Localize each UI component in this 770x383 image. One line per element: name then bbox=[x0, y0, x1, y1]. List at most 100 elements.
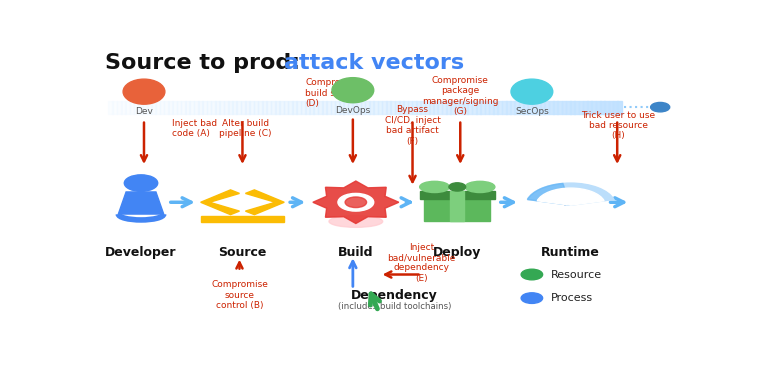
Bar bbox=[310, 100, 314, 114]
Bar bbox=[326, 100, 331, 114]
Bar bbox=[292, 100, 297, 114]
Bar bbox=[399, 100, 404, 114]
Bar bbox=[583, 100, 588, 114]
Bar bbox=[425, 100, 430, 114]
Bar bbox=[493, 100, 498, 114]
Bar bbox=[339, 100, 344, 114]
Bar bbox=[348, 100, 353, 114]
Bar bbox=[476, 100, 480, 114]
Ellipse shape bbox=[420, 181, 450, 193]
Bar bbox=[198, 100, 203, 114]
Bar bbox=[536, 100, 541, 114]
Bar bbox=[596, 100, 601, 114]
Bar bbox=[121, 100, 126, 114]
Bar bbox=[228, 100, 233, 114]
Bar bbox=[112, 100, 117, 114]
Bar bbox=[357, 100, 361, 114]
Bar bbox=[511, 100, 515, 114]
Bar bbox=[531, 100, 537, 114]
Bar bbox=[467, 100, 472, 114]
Bar bbox=[574, 100, 579, 114]
Bar bbox=[553, 100, 557, 114]
Bar bbox=[369, 100, 374, 114]
Bar bbox=[159, 100, 164, 114]
Bar bbox=[472, 100, 477, 114]
Bar bbox=[203, 100, 207, 114]
Circle shape bbox=[449, 183, 466, 191]
Bar bbox=[318, 100, 323, 114]
Text: (includes build toolchains): (includes build toolchains) bbox=[338, 301, 451, 311]
Bar bbox=[146, 100, 152, 114]
Text: Alter build
pipeline (C): Alter build pipeline (C) bbox=[219, 119, 272, 138]
Text: Compromise
build system
(D): Compromise build system (D) bbox=[305, 78, 363, 108]
Ellipse shape bbox=[465, 181, 495, 193]
Bar bbox=[450, 100, 455, 114]
Bar bbox=[322, 100, 327, 114]
Bar bbox=[617, 100, 622, 114]
Bar bbox=[489, 100, 494, 114]
Bar bbox=[305, 100, 310, 114]
Bar bbox=[206, 100, 212, 114]
Bar bbox=[424, 199, 490, 221]
Bar bbox=[313, 100, 318, 114]
Bar bbox=[172, 100, 177, 114]
Bar bbox=[412, 100, 417, 114]
Bar bbox=[360, 100, 366, 114]
Text: Build: Build bbox=[338, 246, 373, 259]
Bar bbox=[201, 216, 284, 222]
Bar bbox=[566, 100, 571, 114]
Bar bbox=[151, 100, 156, 114]
Bar bbox=[236, 100, 241, 114]
Polygon shape bbox=[119, 192, 164, 214]
Bar bbox=[176, 100, 182, 114]
Bar bbox=[463, 100, 468, 114]
Bar bbox=[604, 100, 609, 114]
Ellipse shape bbox=[511, 79, 553, 104]
Circle shape bbox=[521, 269, 543, 280]
Wedge shape bbox=[537, 188, 604, 205]
Ellipse shape bbox=[329, 216, 383, 228]
Polygon shape bbox=[201, 190, 239, 214]
Bar bbox=[403, 100, 408, 114]
Bar bbox=[407, 100, 413, 114]
Bar bbox=[233, 100, 237, 114]
Bar bbox=[497, 100, 502, 114]
Bar bbox=[484, 100, 490, 114]
Bar bbox=[549, 100, 554, 114]
Bar bbox=[253, 100, 259, 114]
Bar bbox=[185, 100, 190, 114]
Bar bbox=[189, 100, 194, 114]
Bar bbox=[557, 100, 562, 114]
Bar bbox=[591, 100, 596, 114]
Bar bbox=[365, 100, 370, 114]
Bar bbox=[245, 100, 250, 114]
Circle shape bbox=[651, 102, 670, 112]
Bar bbox=[129, 100, 135, 114]
Bar bbox=[514, 100, 519, 114]
Bar bbox=[300, 100, 306, 114]
Text: attack vectors: attack vectors bbox=[284, 53, 464, 73]
Bar bbox=[181, 100, 186, 114]
Circle shape bbox=[521, 293, 543, 303]
Bar bbox=[613, 100, 618, 114]
Bar bbox=[570, 100, 575, 114]
Circle shape bbox=[345, 197, 367, 208]
Wedge shape bbox=[527, 183, 571, 205]
Bar bbox=[446, 100, 451, 114]
Circle shape bbox=[124, 175, 158, 192]
Text: Dependency: Dependency bbox=[351, 289, 438, 302]
Bar bbox=[258, 100, 263, 114]
Bar bbox=[544, 100, 549, 114]
Bar bbox=[168, 100, 173, 114]
Bar bbox=[420, 100, 425, 114]
Bar bbox=[219, 100, 224, 114]
Wedge shape bbox=[527, 183, 614, 205]
Ellipse shape bbox=[332, 78, 373, 103]
Bar bbox=[540, 100, 545, 114]
Bar bbox=[387, 100, 391, 114]
Bar bbox=[215, 100, 220, 114]
Text: Runtime: Runtime bbox=[541, 246, 600, 259]
Text: Deploy: Deploy bbox=[433, 246, 481, 259]
Text: Compromise
source
control (B): Compromise source control (B) bbox=[211, 280, 268, 310]
Bar bbox=[561, 100, 567, 114]
